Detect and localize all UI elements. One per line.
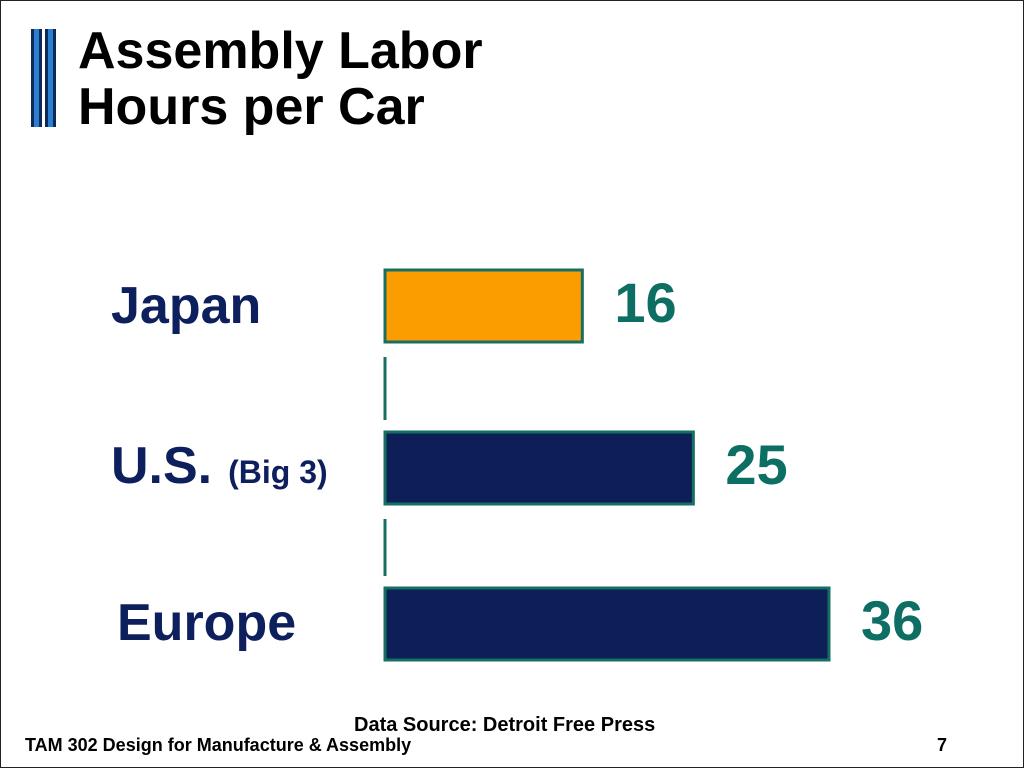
bar-europe bbox=[383, 586, 831, 662]
bar-chart: 16 Japan 25 U.S. (Big 3) 36 Europe bbox=[111, 268, 923, 662]
title-accent-bar bbox=[45, 29, 56, 127]
data-source: Data Source: Detroit Free Press bbox=[354, 714, 656, 736]
category-label: Japan bbox=[111, 277, 261, 335]
page-number: 7 bbox=[937, 735, 948, 755]
category-label: U.S. (Big 3) bbox=[111, 437, 328, 495]
data-label: 16 bbox=[614, 271, 676, 334]
slide-title-line: Hours per Car bbox=[78, 78, 425, 136]
category-label: Europe bbox=[117, 594, 296, 652]
bar-japan bbox=[383, 268, 584, 344]
category-note: (Big 3) bbox=[228, 454, 328, 490]
slide-title: Assembly Labor Hours per Car bbox=[78, 23, 483, 135]
data-label: 25 bbox=[725, 433, 787, 496]
course-footer: TAM 302 Design for Manufacture & Assembl… bbox=[25, 735, 412, 755]
bar-us bbox=[383, 430, 695, 506]
title-accent-bar bbox=[31, 29, 42, 127]
slide-title-line: Assembly Labor bbox=[78, 22, 483, 80]
data-label: 36 bbox=[861, 589, 923, 652]
